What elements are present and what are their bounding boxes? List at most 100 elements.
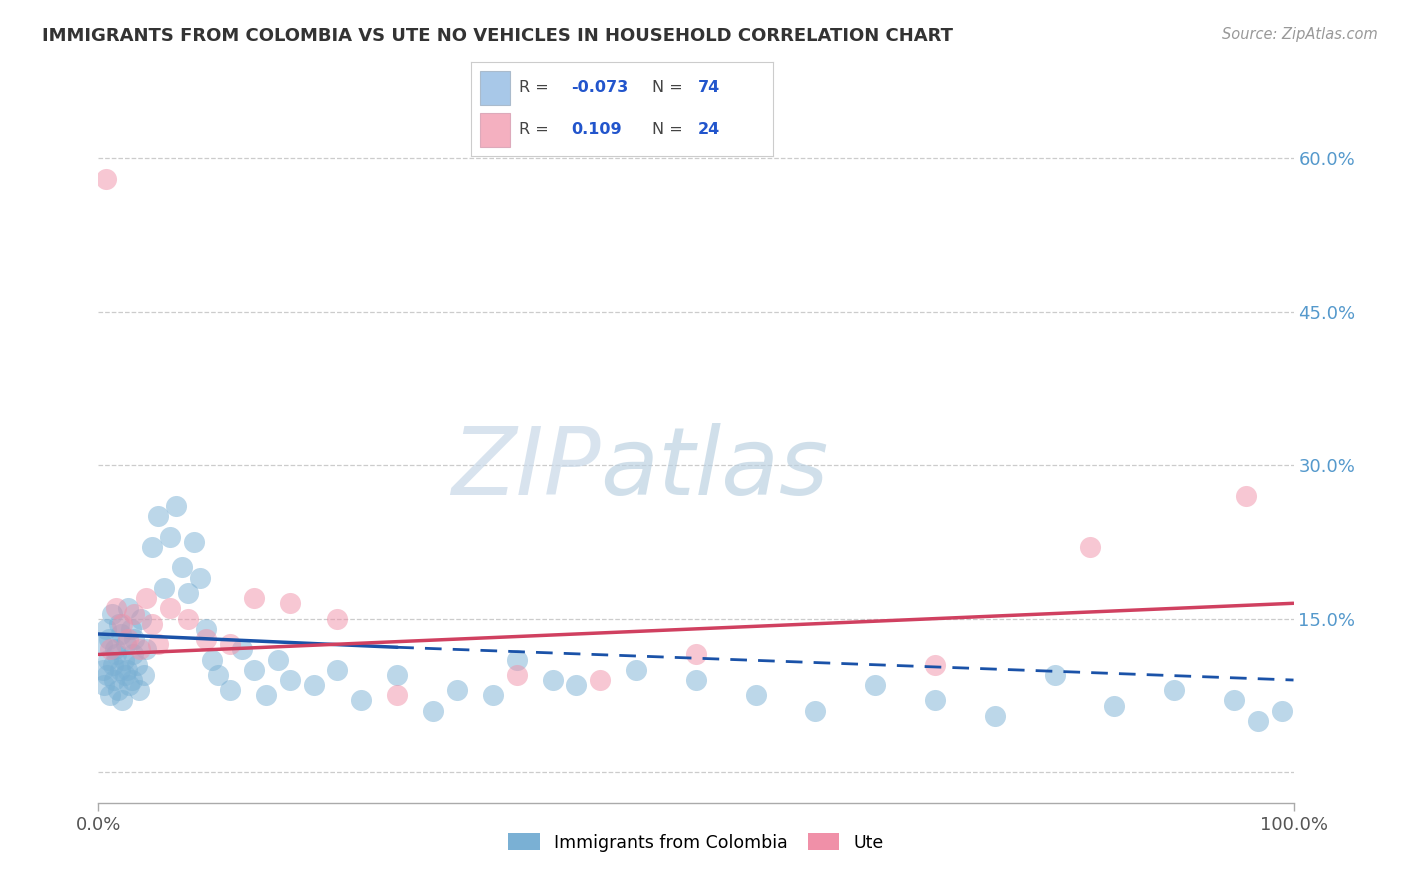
Point bbox=[141, 540, 163, 554]
Point bbox=[219, 683, 242, 698]
Point bbox=[97, 652, 120, 666]
Point bbox=[91, 637, 114, 651]
Point bbox=[541, 673, 564, 687]
Text: Source: ZipAtlas.com: Source: ZipAtlas.com bbox=[1222, 27, 1378, 42]
Text: -0.073: -0.073 bbox=[571, 80, 628, 95]
Text: 74: 74 bbox=[697, 80, 720, 95]
Point bbox=[984, 708, 1007, 723]
Point bbox=[1223, 693, 1246, 707]
Point bbox=[159, 530, 181, 544]
Point bbox=[132, 668, 155, 682]
Point bbox=[201, 652, 224, 666]
Point bbox=[1247, 714, 1270, 728]
Point bbox=[112, 652, 135, 666]
Point bbox=[195, 632, 218, 646]
Point bbox=[565, 678, 588, 692]
Point bbox=[114, 668, 136, 682]
Point bbox=[91, 663, 114, 677]
Point bbox=[117, 601, 139, 615]
Point bbox=[100, 607, 122, 621]
Point bbox=[219, 637, 242, 651]
Text: R =: R = bbox=[519, 122, 550, 137]
Text: N =: N = bbox=[652, 80, 683, 95]
Point bbox=[172, 560, 194, 574]
Point bbox=[93, 678, 115, 692]
Point bbox=[135, 642, 157, 657]
FancyBboxPatch shape bbox=[479, 113, 510, 147]
Point bbox=[326, 663, 349, 677]
Point bbox=[148, 509, 170, 524]
Point bbox=[506, 652, 529, 666]
Point bbox=[278, 673, 301, 687]
Point bbox=[115, 637, 138, 651]
Point bbox=[685, 648, 707, 662]
Point bbox=[98, 632, 121, 646]
Point bbox=[924, 657, 946, 672]
Point bbox=[110, 627, 132, 641]
Point bbox=[1043, 668, 1066, 682]
Point bbox=[101, 657, 124, 672]
Text: N =: N = bbox=[652, 122, 683, 137]
FancyBboxPatch shape bbox=[479, 70, 510, 104]
Point bbox=[865, 678, 887, 692]
Point bbox=[482, 689, 505, 703]
Y-axis label: No Vehicles in Household: No Vehicles in Household bbox=[0, 350, 8, 560]
Point bbox=[118, 678, 141, 692]
Point bbox=[105, 648, 128, 662]
Point bbox=[1080, 540, 1102, 554]
Point bbox=[131, 612, 153, 626]
Point bbox=[111, 616, 134, 631]
Point bbox=[685, 673, 707, 687]
Point bbox=[104, 642, 127, 657]
Text: IMMIGRANTS FROM COLOMBIA VS UTE NO VEHICLES IN HOUSEHOLD CORRELATION CHART: IMMIGRANTS FROM COLOMBIA VS UTE NO VEHIC… bbox=[42, 27, 953, 45]
Point bbox=[195, 622, 218, 636]
Point bbox=[105, 601, 128, 615]
Point bbox=[124, 632, 146, 646]
Point bbox=[135, 591, 157, 606]
Point bbox=[148, 637, 170, 651]
Point bbox=[626, 663, 648, 677]
Point bbox=[326, 612, 349, 626]
Point bbox=[302, 678, 325, 692]
Point bbox=[122, 648, 145, 662]
Point bbox=[422, 704, 444, 718]
Point bbox=[231, 642, 253, 657]
Point bbox=[183, 534, 205, 549]
Text: ZIP: ZIP bbox=[451, 424, 600, 515]
Text: 24: 24 bbox=[697, 122, 720, 137]
Text: R =: R = bbox=[519, 80, 550, 95]
Point bbox=[107, 683, 129, 698]
Point bbox=[1163, 683, 1185, 698]
Point bbox=[188, 571, 211, 585]
Point bbox=[1104, 698, 1126, 713]
Point bbox=[385, 689, 409, 703]
Point bbox=[121, 673, 143, 687]
Point bbox=[924, 693, 946, 707]
Point bbox=[350, 693, 373, 707]
Point bbox=[506, 668, 529, 682]
Point bbox=[177, 612, 200, 626]
Point bbox=[243, 663, 266, 677]
Point bbox=[278, 596, 301, 610]
Point bbox=[108, 663, 131, 677]
Text: atlas: atlas bbox=[600, 424, 828, 515]
Point bbox=[243, 591, 266, 606]
Point bbox=[745, 689, 768, 703]
Point bbox=[117, 632, 139, 646]
Legend: Immigrants from Colombia, Ute: Immigrants from Colombia, Ute bbox=[499, 824, 893, 860]
Point bbox=[1234, 489, 1257, 503]
Point bbox=[385, 668, 409, 682]
Point bbox=[124, 607, 146, 621]
Point bbox=[207, 668, 229, 682]
Point bbox=[165, 499, 187, 513]
Point bbox=[153, 581, 176, 595]
Point bbox=[128, 683, 150, 698]
Text: 0.109: 0.109 bbox=[571, 122, 621, 137]
Point bbox=[120, 622, 142, 636]
Point bbox=[98, 689, 122, 703]
Point bbox=[267, 652, 290, 666]
Point bbox=[141, 616, 163, 631]
Point bbox=[254, 689, 277, 703]
Point bbox=[1271, 704, 1294, 718]
Point bbox=[115, 663, 138, 677]
